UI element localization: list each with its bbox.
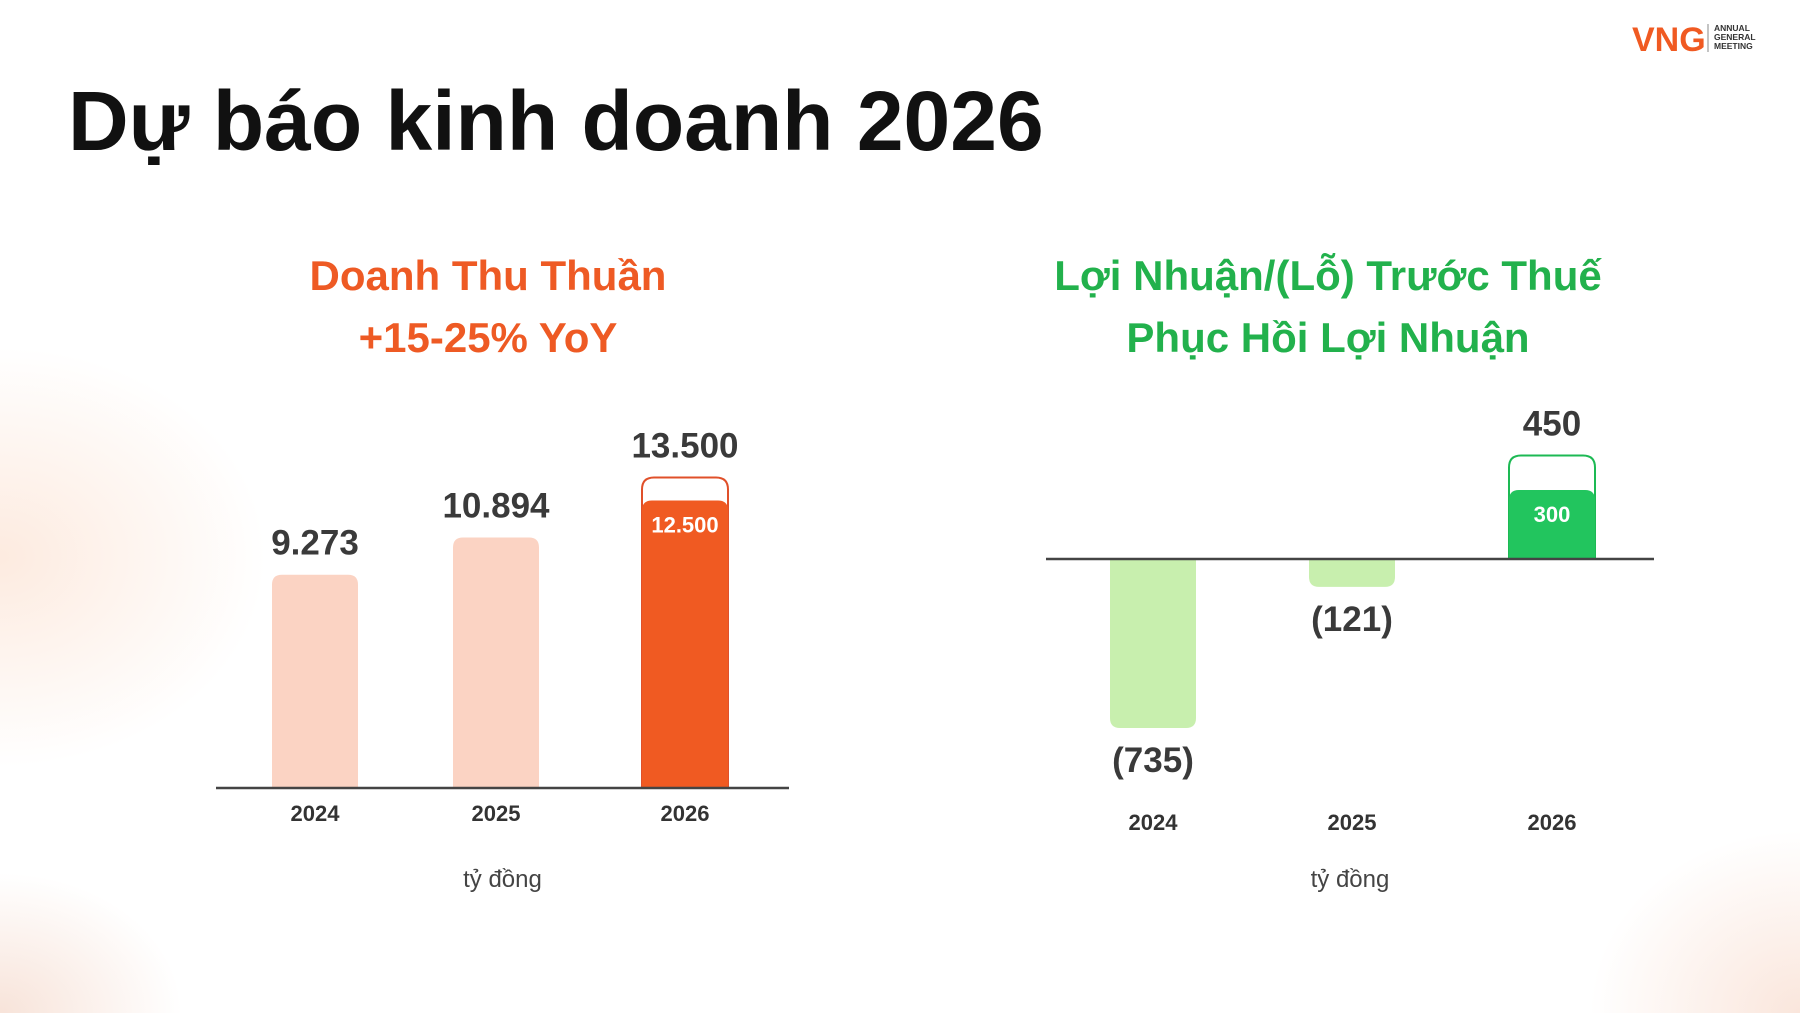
x-tick-label: 2024 [1129, 810, 1179, 835]
unit-label: tỷ đồng [1311, 866, 1390, 893]
bar [642, 500, 728, 788]
bar [453, 537, 539, 788]
value-label: 9.273 [271, 524, 359, 563]
x-tick-label: 2026 [661, 801, 710, 826]
target-outline [641, 476, 729, 788]
bar [272, 574, 358, 788]
x-tick-label: 2025 [1328, 810, 1377, 835]
logo-text: ANNUAL [1714, 23, 1750, 33]
logo-text: GENERAL [1714, 32, 1756, 42]
bar [1309, 559, 1395, 587]
x-tick-label: 2026 [1528, 810, 1577, 835]
target-label: 450 [1523, 405, 1581, 444]
unit-label: tỷ đồng [463, 866, 542, 893]
logo-text: MEETING [1714, 41, 1753, 51]
target-label: 13.500 [631, 427, 738, 466]
value-label: 300 [1534, 502, 1571, 527]
slide-title: Dự báo kinh doanh 2026 [68, 74, 1044, 168]
chart-subtitle: +15-25% YoY [359, 314, 618, 361]
chart-title: Lợi Nhuận/(Lỗ) Trước Thuế [1054, 251, 1602, 299]
value-label: 12.500 [651, 513, 718, 538]
bar [1509, 490, 1595, 559]
target-outline [1508, 454, 1596, 559]
value-label: (121) [1311, 600, 1393, 639]
value-label: (735) [1112, 741, 1194, 780]
x-tick-label: 2024 [291, 801, 341, 826]
logo: VNG [1632, 21, 1706, 59]
value-label: 10.894 [442, 486, 550, 525]
chart-subtitle: Phục Hồi Lợi Nhuận [1126, 314, 1529, 361]
chart-title: Doanh Thu Thuần [310, 252, 667, 299]
bar [1110, 559, 1196, 729]
x-tick-label: 2025 [472, 801, 521, 826]
